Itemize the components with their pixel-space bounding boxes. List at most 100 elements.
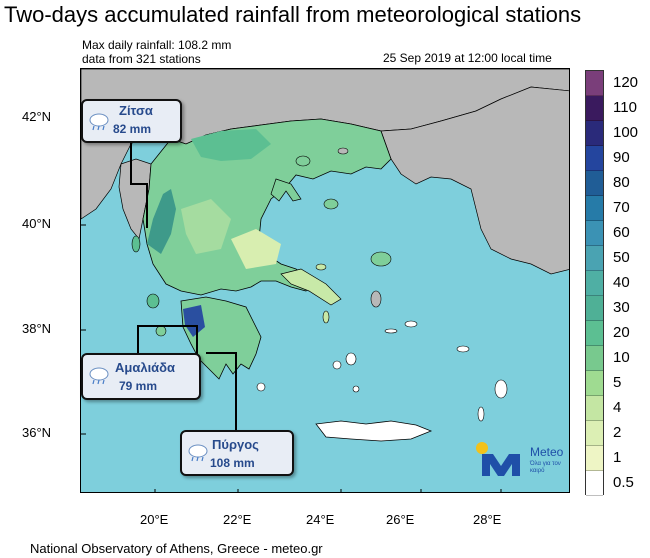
island-lesvos	[370, 251, 392, 267]
legend-label: 30	[613, 298, 630, 316]
lat-label-42: 42°N	[22, 109, 52, 124]
callout-zitsa-value: 82 mm	[113, 122, 152, 136]
island-thasos	[295, 155, 311, 167]
island-naxos	[345, 352, 357, 366]
legend-label: 110	[613, 98, 637, 116]
legend-label: 90	[613, 148, 630, 166]
color-legend	[585, 70, 604, 496]
legend-label: 50	[613, 248, 630, 266]
leader-amaliada-v	[137, 325, 139, 355]
legend-label: 4	[613, 398, 622, 416]
stats-text: Max daily rainfall: 108.2 mm data from 3…	[82, 38, 231, 66]
rain-cloud-icon	[188, 444, 208, 462]
island-samos	[404, 320, 418, 328]
legend-swatch	[586, 396, 603, 421]
legend-swatch	[586, 371, 603, 396]
rain-cloud-icon	[89, 113, 109, 131]
max-rainfall-text: Max daily rainfall: 108.2 mm	[82, 38, 232, 52]
rainfall-map	[80, 68, 570, 493]
callout-zitsa-name: Ζίτσα	[119, 103, 153, 118]
legend-swatch	[586, 221, 603, 246]
legend-swatch	[586, 246, 603, 271]
lon-label-22: 22°E	[223, 512, 252, 527]
island-samothrace	[337, 147, 349, 155]
lat-label-40: 40°N	[22, 216, 52, 231]
timestamp-text: 25 Sep 2019 at 12:00 local time	[383, 51, 552, 65]
island-karpathos	[477, 406, 485, 422]
island-corfu	[131, 235, 141, 253]
callout-pyrgos: Πύργος 108 mm	[180, 430, 294, 476]
island-kythira	[256, 382, 266, 392]
legend-label: 10	[613, 348, 630, 366]
rain-zone-light	[231, 229, 281, 269]
legend-label: 5	[613, 373, 622, 391]
lon-label-28: 28°E	[473, 512, 502, 527]
chalkidiki	[270, 178, 302, 202]
rain-zone-central	[181, 199, 231, 254]
footer-credit: National Observatory of Athens, Greece -…	[30, 541, 323, 556]
legend-label: 80	[613, 173, 630, 191]
evia	[280, 268, 342, 306]
rain-cloud-icon	[89, 367, 109, 385]
lon-label-24: 24°E	[306, 512, 335, 527]
callout-amaliada: Αμαλιάδα 79 mm	[81, 353, 201, 400]
island-andros	[322, 310, 330, 324]
legend-swatch	[586, 96, 603, 121]
legend-label: 0.5	[613, 473, 634, 491]
legend-label: 120	[613, 73, 639, 91]
island-chios	[370, 290, 382, 308]
map-canvas	[81, 69, 569, 492]
callout-amaliada-value: 79 mm	[119, 379, 158, 393]
island-santorini	[352, 385, 360, 393]
map-title: Two-days accumulated rainfall from meteo…	[4, 2, 582, 27]
legend-swatch	[586, 346, 603, 371]
logo-tagline: Όλα για τον καιρό	[530, 461, 561, 474]
legend-label: 20	[613, 323, 630, 341]
legend-swatch	[586, 421, 603, 446]
legend-swatch	[586, 296, 603, 321]
island-kos	[456, 345, 470, 353]
legend-swatch	[586, 171, 603, 196]
island-rhodes	[494, 379, 508, 399]
turkey-land	[380, 86, 569, 275]
lat-label-38: 38°N	[22, 321, 52, 336]
legend-label: 70	[613, 198, 630, 216]
legend-swatch	[586, 271, 603, 296]
legend-swatch	[586, 446, 603, 471]
legend-swatch	[586, 146, 603, 171]
island-ikaria	[384, 328, 398, 334]
legend-swatch	[586, 71, 603, 96]
callout-zitsa: Ζίτσα 82 mm	[81, 99, 182, 143]
legend-swatch	[586, 321, 603, 346]
legend-label: 2	[613, 423, 622, 441]
legend-swatch	[586, 121, 603, 146]
lon-label-26: 26°E	[386, 512, 415, 527]
callout-pyrgos-name: Πύργος	[212, 437, 259, 452]
rain-zone-epirus	[147, 189, 176, 254]
callout-pyrgos-value: 108 mm	[210, 456, 255, 470]
legend-label: 60	[613, 223, 630, 241]
leader-pyrgos-v	[235, 352, 237, 430]
legend-label: 100	[613, 123, 639, 141]
station-count-text: data from 321 stations	[82, 52, 201, 66]
meteo-logo	[476, 442, 520, 476]
island-paros	[332, 360, 342, 370]
leader-amaliada-h	[137, 325, 197, 327]
island-zakynthos	[155, 325, 167, 337]
legend-swatch	[586, 196, 603, 221]
lat-label-36: 36°N	[22, 425, 52, 440]
lon-label-20: 20°E	[140, 512, 169, 527]
leader-pyrgos-h	[206, 352, 237, 354]
leader-zitsa-v2	[146, 183, 148, 228]
legend-swatch	[586, 471, 603, 496]
island-kefalonia	[146, 293, 160, 309]
callout-amaliada-name: Αμαλιάδα	[115, 360, 176, 375]
crete	[315, 420, 433, 442]
legend-label: 1	[613, 448, 622, 466]
island-skyros	[315, 263, 327, 271]
rain-zone-north	[191, 129, 271, 161]
logo-name: Meteo	[530, 445, 564, 459]
leader-zitsa-v	[130, 140, 132, 184]
island-limnos	[323, 198, 339, 210]
leader-zitsa-h	[130, 183, 148, 185]
